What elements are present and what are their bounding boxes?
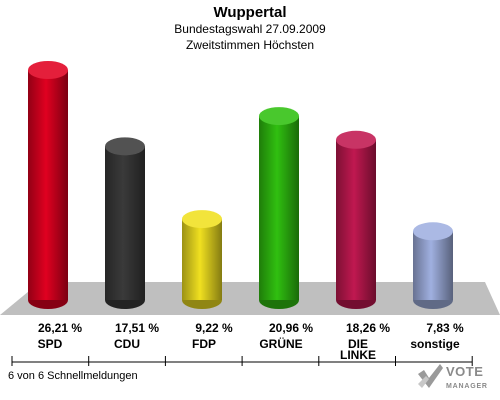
chart-title: Wuppertal [213, 4, 287, 21]
category-label: CDU [114, 337, 140, 351]
value-label: 26,21 % [38, 321, 82, 335]
category-label: DIE LINKE [340, 337, 376, 362]
bar-grüne [259, 107, 299, 309]
vote-manager-logo: VOTE MANAGER [416, 362, 496, 396]
value-label: 17,51 % [115, 321, 159, 335]
category-label: FDP [192, 337, 216, 351]
chart-subtitle-district: Zweitstimmen Höchsten [185, 38, 315, 52]
category-label: SPD [38, 337, 63, 351]
checkmark-logo-icon [418, 364, 443, 388]
bar-spd [28, 61, 68, 309]
bar-cdu [105, 137, 145, 309]
value-label: 9,22 % [195, 321, 233, 335]
value-label: 18,26 % [346, 321, 390, 335]
logo-line-manager: MANAGER [446, 383, 488, 390]
logo-text: VOTE MANAGER [446, 364, 488, 393]
bar-fdp [182, 210, 222, 309]
logo-line-vote: VOTE [446, 364, 484, 379]
chart-subtitle-election: Bundestagswahl 27.09.2009 [174, 22, 326, 36]
category-label: sonstige [410, 337, 460, 351]
bar-sonstige [413, 222, 453, 309]
status-footer: 6 von 6 Schnellmeldungen [8, 370, 138, 382]
value-label: 20,96 % [269, 321, 313, 335]
bar-die-linke [336, 130, 376, 309]
value-label: 7,83 % [426, 321, 464, 335]
category-label: GRÜNE [259, 336, 302, 351]
